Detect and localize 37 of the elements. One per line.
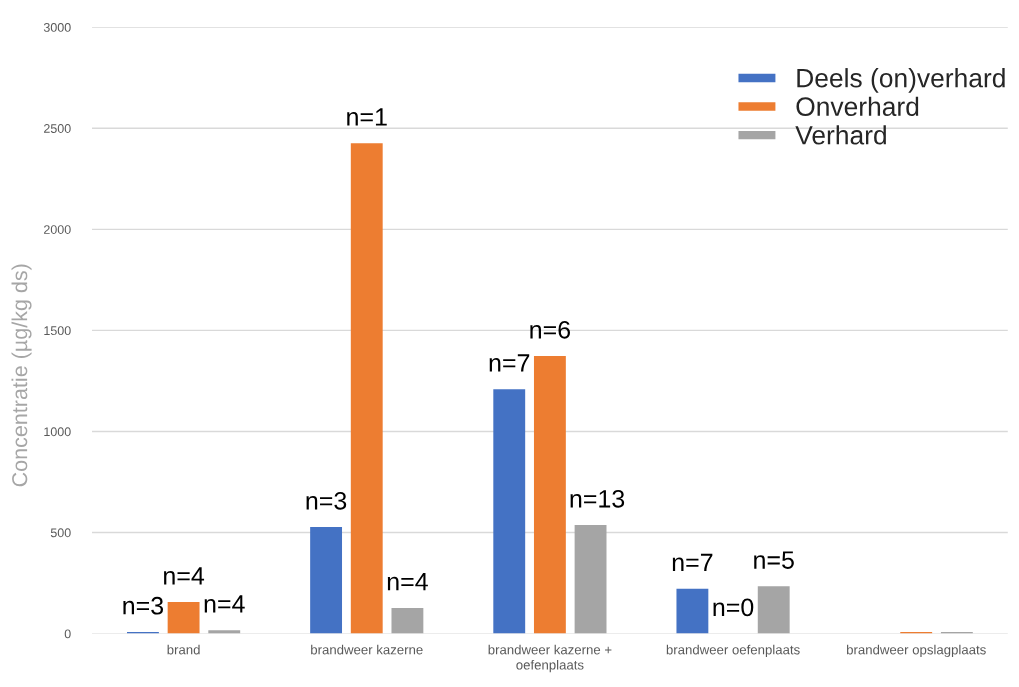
bar <box>310 527 343 634</box>
bar <box>676 588 709 634</box>
y-tick-label: 1000 <box>44 427 71 437</box>
annotation: n=5 <box>754 551 794 569</box>
y-tick-label: 2500 <box>44 124 71 133</box>
annotation: n=3 <box>123 596 164 615</box>
y-tick-label: 1500 <box>44 326 71 336</box>
x-tick-label: brand <box>167 644 200 655</box>
legend-label: Verhard <box>795 125 886 145</box>
y-tick-label: 0 <box>64 629 71 639</box>
annotation: n=1 <box>347 108 387 126</box>
y-tick-label: 2000 <box>44 225 71 234</box>
bar <box>391 607 424 634</box>
annotation: n=13 <box>570 489 625 508</box>
bar <box>167 602 200 634</box>
bar <box>533 356 566 634</box>
bar <box>574 525 607 634</box>
annotation: n=7 <box>672 553 713 572</box>
x-tick-label: brandweer kazerne + oefenplaats <box>488 644 612 673</box>
y-axis-title: Concentratie (µg/kg ds) <box>11 264 32 487</box>
x-tick-label: brandweer opslagplaats <box>847 644 986 658</box>
annotation: n=0 <box>713 598 754 617</box>
bar <box>493 389 526 634</box>
annotation: n=4 <box>164 567 205 585</box>
y-tick-label: 500 <box>50 528 71 538</box>
bar <box>757 586 790 634</box>
annotation: n=6 <box>530 320 571 339</box>
annotation: n=7 <box>489 354 530 372</box>
bar <box>350 143 383 634</box>
y-tick-label: 3000 <box>43 23 71 32</box>
annotation: n=4 <box>204 595 245 613</box>
annotation: n=3 <box>306 491 347 510</box>
legend-label: Onverhard <box>796 96 919 117</box>
x-tick-label: brandweer oefenplaats <box>666 644 800 658</box>
annotation: n=4 <box>387 573 428 591</box>
x-tick-label: brandweer kazerne <box>311 644 423 655</box>
legend-label: Deels (on)verhard <box>797 68 1005 93</box>
